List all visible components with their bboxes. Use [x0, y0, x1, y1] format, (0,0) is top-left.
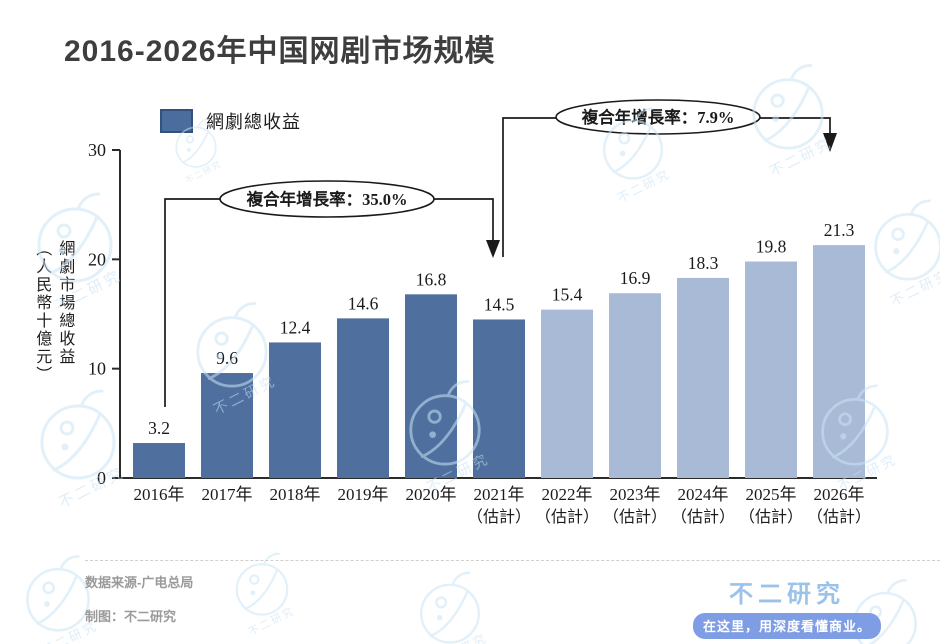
y-tick-label: 10 — [88, 359, 106, 379]
watermark — [420, 571, 492, 644]
bar-value-label: 21.3 — [824, 220, 855, 240]
bar-value-label: 14.5 — [484, 294, 515, 314]
bar-2021年 — [473, 319, 525, 478]
x-axis-label: 2019年 — [338, 485, 389, 504]
bar-2020年 — [405, 294, 457, 478]
x-axis-estimate-label: （估計） — [807, 508, 871, 526]
bar-2016年 — [133, 443, 185, 478]
bar-value-label: 19.8 — [756, 237, 787, 257]
bar-2018年 — [269, 342, 321, 478]
bar-value-label: 15.4 — [552, 285, 583, 305]
brand-footer: 不二研究 在这里，用深度看懂商业。 — [680, 574, 893, 639]
brand-slogan-text: 在这里，用深度看懂商业。 — [702, 619, 871, 634]
bar-2019年 — [337, 318, 389, 478]
bar-value-label: 3.2 — [148, 418, 170, 438]
x-axis-estimate-label: （估計） — [671, 508, 735, 526]
x-axis-label: 2022年 — [542, 485, 593, 504]
bar-value-label: 14.6 — [348, 293, 379, 313]
x-axis-label: 2016年 — [134, 485, 185, 504]
watermark — [235, 552, 299, 640]
cagr-ellipse — [219, 180, 435, 218]
x-axis-label: 2021年 — [474, 485, 525, 504]
y-axis-title-line2: （人民幣十億元） — [33, 240, 51, 384]
x-axis-estimate-label: （估計） — [467, 508, 531, 526]
cagr-label: 複合年增長率：35.0% — [246, 189, 408, 209]
bar-2024年 — [677, 277, 729, 478]
x-axis-estimate-label: （估計） — [535, 508, 599, 526]
bar-2023年 — [609, 293, 661, 478]
x-axis-label: 2023年 — [610, 485, 661, 504]
arrow-down-icon — [486, 240, 500, 258]
data-source-text: 数据来源-广电总局 — [85, 575, 194, 590]
footer-divider — [85, 560, 940, 561]
watermark — [175, 118, 225, 187]
bar-value-label: 16.8 — [416, 269, 447, 289]
watermark — [37, 192, 127, 317]
watermark — [26, 555, 102, 644]
brand-logo-text: 不二研究 — [729, 581, 845, 608]
watermark — [874, 199, 940, 311]
x-axis-label: 2017年 — [202, 485, 253, 504]
brand-slogan-pill: 在这里，用深度看懂商业。 — [680, 613, 893, 639]
x-axis-label: 2026年 — [814, 485, 865, 504]
bar-2022年 — [541, 309, 593, 478]
bar-value-label: 9.6 — [216, 348, 238, 368]
bar-value-label: 18.3 — [688, 253, 719, 273]
bar-2025年 — [745, 261, 797, 478]
page-title: 2016-2026年中国网剧市场规模 — [64, 35, 496, 68]
legend: 網劇總收益 — [160, 108, 301, 134]
y-tick-label: 30 — [88, 140, 106, 160]
legend-label: 網劇總收益 — [206, 112, 301, 132]
x-axis-label: 2024年 — [678, 485, 729, 504]
watermark — [752, 64, 837, 182]
bar-value-label: 16.9 — [620, 268, 651, 288]
x-axis-estimate-label: （估計） — [739, 508, 803, 526]
bars: 3.2 2016年 9.6 2017年 12.4 2018年 14.6 2019年 16.8 20… — [133, 220, 871, 526]
cagr-annotations: 複合年增長率：35.0% 複合年增長率：7.9% — [164, 99, 837, 407]
y-tick-label: 20 — [88, 249, 106, 269]
bar-2026年 — [813, 245, 865, 478]
x-axis-label: 2025年 — [746, 485, 797, 504]
x-axis-label: 2018年 — [270, 485, 321, 504]
cagr-label: 複合年增長率：7.9% — [581, 107, 735, 127]
watermark — [40, 389, 130, 514]
credit-text: 制图：不二研究 — [85, 609, 177, 624]
bar-value-label: 12.4 — [280, 317, 311, 337]
x-axis-estimate-label: （估計） — [603, 508, 667, 526]
